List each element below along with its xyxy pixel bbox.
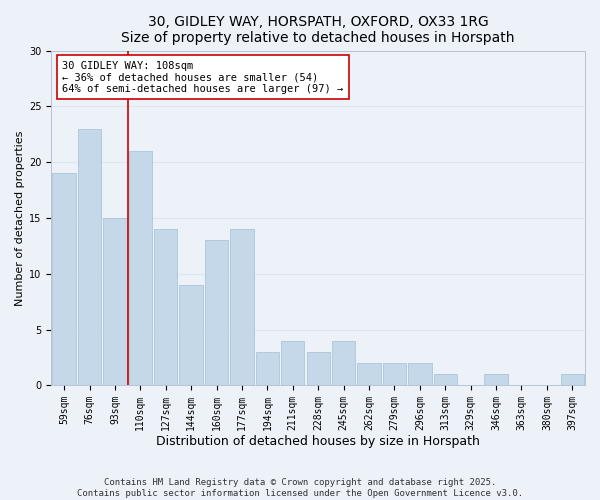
Bar bbox=[281, 340, 304, 386]
Y-axis label: Number of detached properties: Number of detached properties bbox=[15, 130, 25, 306]
Bar bbox=[154, 229, 178, 386]
Bar bbox=[484, 374, 508, 386]
Bar bbox=[307, 352, 330, 386]
Text: Contains HM Land Registry data © Crown copyright and database right 2025.
Contai: Contains HM Land Registry data © Crown c… bbox=[77, 478, 523, 498]
Bar bbox=[560, 374, 584, 386]
Text: 30 GIDLEY WAY: 108sqm
← 36% of detached houses are smaller (54)
64% of semi-deta: 30 GIDLEY WAY: 108sqm ← 36% of detached … bbox=[62, 60, 343, 94]
Bar bbox=[205, 240, 228, 386]
Bar bbox=[358, 363, 381, 386]
X-axis label: Distribution of detached houses by size in Horspath: Distribution of detached houses by size … bbox=[156, 434, 480, 448]
Bar bbox=[179, 285, 203, 386]
Bar bbox=[52, 174, 76, 386]
Bar bbox=[332, 340, 355, 386]
Title: 30, GIDLEY WAY, HORSPATH, OXFORD, OX33 1RG
Size of property relative to detached: 30, GIDLEY WAY, HORSPATH, OXFORD, OX33 1… bbox=[121, 15, 515, 45]
Bar bbox=[128, 151, 152, 386]
Bar bbox=[383, 363, 406, 386]
Bar bbox=[434, 374, 457, 386]
Bar bbox=[78, 128, 101, 386]
Bar bbox=[256, 352, 279, 386]
Bar bbox=[230, 229, 254, 386]
Bar bbox=[103, 218, 127, 386]
Bar bbox=[408, 363, 431, 386]
